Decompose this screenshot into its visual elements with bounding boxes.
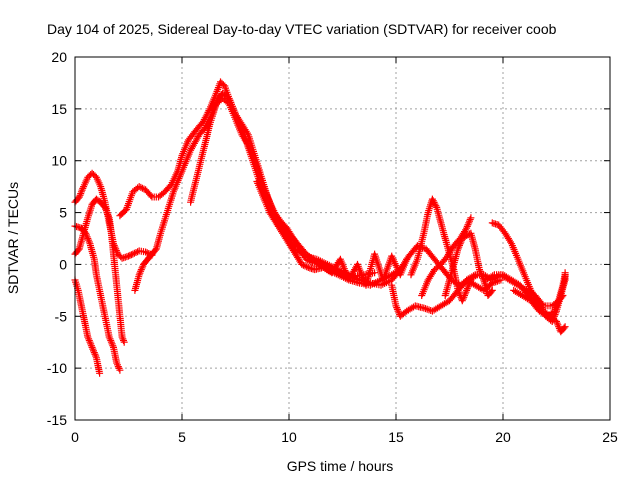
y-tick-label: 15 [51, 101, 67, 117]
chart-title: Day 104 of 2025, Sidereal Day-to-day VTE… [47, 21, 557, 37]
x-tick-label: 20 [495, 429, 511, 445]
y-tick-label: -15 [47, 412, 67, 428]
series-markers [388, 276, 505, 320]
y-tick-label: -5 [55, 308, 68, 324]
series-arc16 [510, 271, 569, 320]
y-tick-label: -10 [47, 360, 67, 376]
series-arc4 [71, 195, 128, 346]
series-markers [510, 271, 569, 320]
x-tick-label: 15 [388, 429, 404, 445]
x-tick-label: 25 [602, 429, 618, 445]
series-arc8 [253, 178, 411, 289]
x-tick-label: 0 [71, 429, 79, 445]
data-series-layer [71, 78, 569, 377]
x-tick-label: 5 [178, 429, 186, 445]
series-markers [253, 178, 411, 289]
plot-frame [74, 56, 611, 421]
grid-lines [75, 57, 610, 420]
y-tick-label: 10 [51, 153, 67, 169]
series-markers [407, 195, 475, 305]
y-tick-label: 20 [51, 49, 67, 65]
series-markers [71, 195, 128, 346]
x-tick-label: 10 [281, 429, 297, 445]
series-markers [441, 229, 496, 299]
series-arc10 [407, 195, 475, 305]
y-tick-label: 0 [59, 256, 67, 272]
series-arc12 [441, 229, 496, 299]
series-arc6 [131, 89, 481, 294]
axis-ticks: 0 5 10 15 20 25 -15 -10 -5 0 5 10 15 20 [47, 49, 618, 445]
series-markers [131, 89, 481, 294]
y-axis-label: SDTVAR / TECUs [5, 182, 21, 294]
series-arc9 [388, 276, 505, 320]
y-tick-label: 5 [59, 205, 67, 221]
x-axis-label: GPS time / hours [287, 458, 394, 474]
